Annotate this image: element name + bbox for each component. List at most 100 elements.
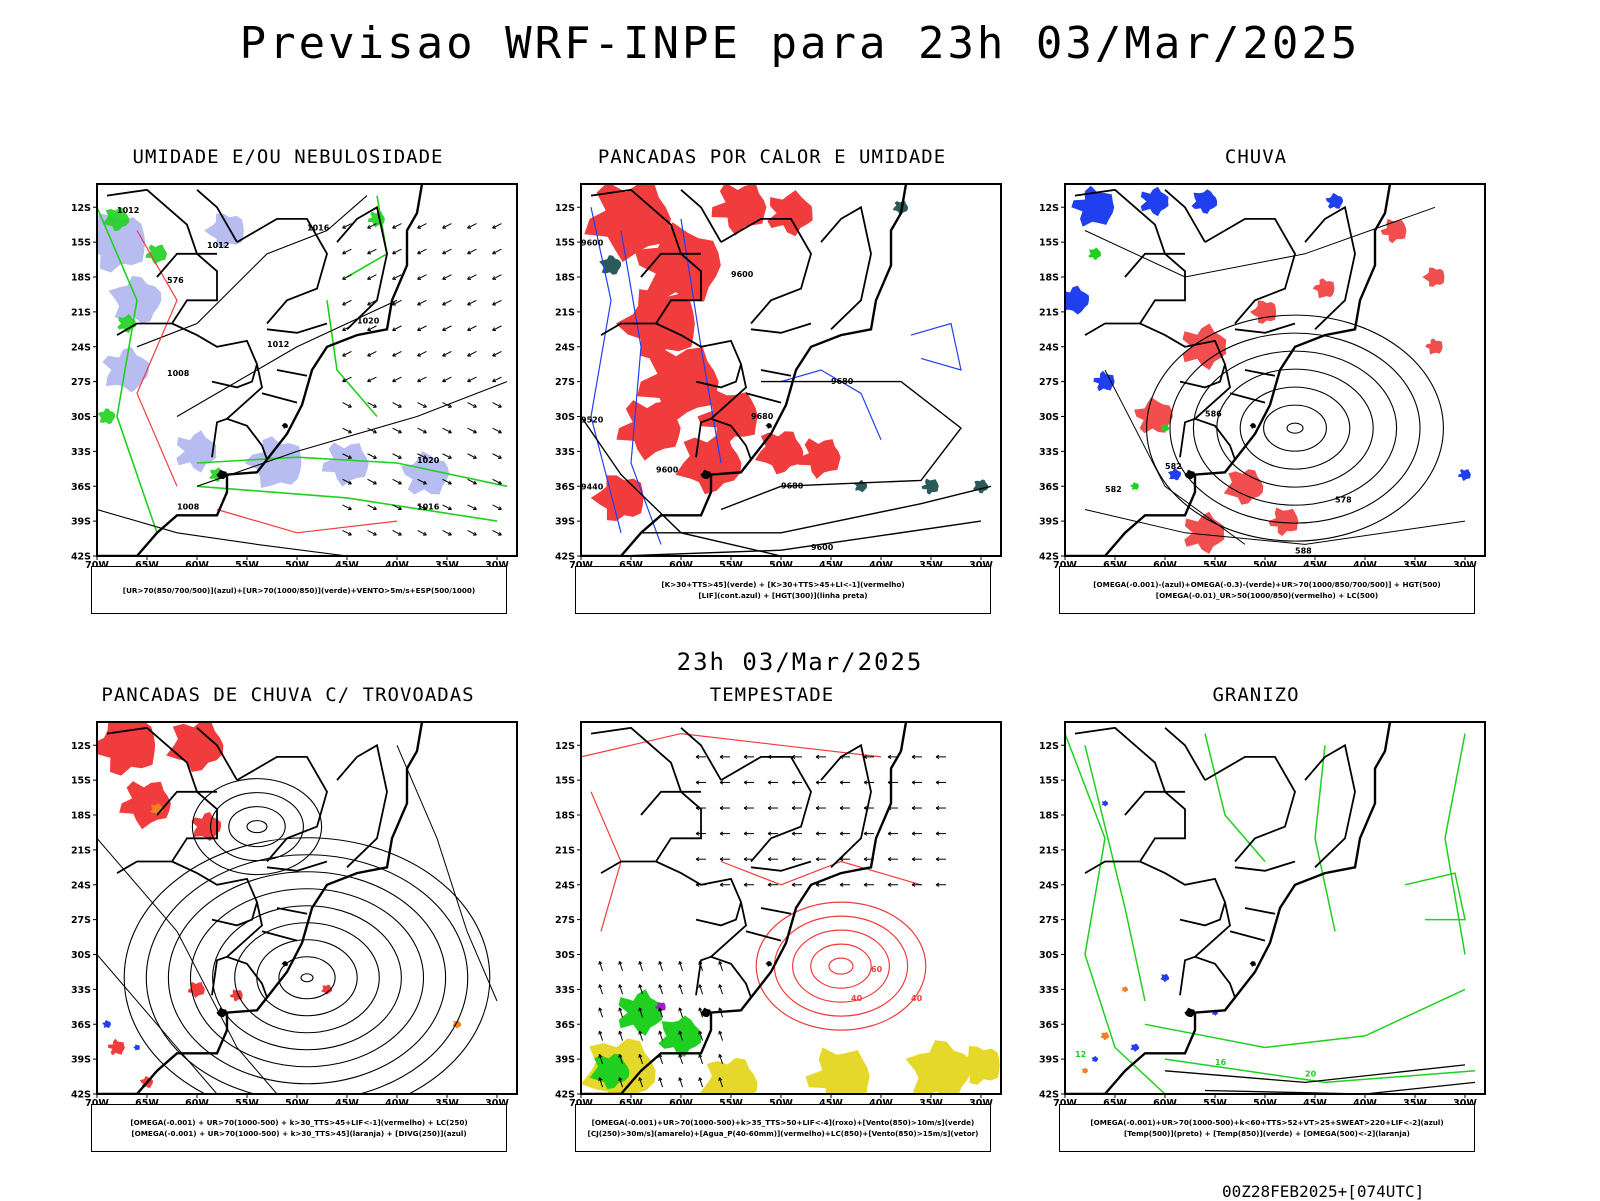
wind-vector: [367, 301, 372, 306]
lon-tick-label: 70W: [1053, 560, 1077, 571]
lat-tick-label: 15S: [71, 776, 91, 787]
lat-tick-label: 30S: [71, 412, 91, 423]
lat-tick-label: 42S: [1039, 1090, 1059, 1101]
political-border: [211, 955, 228, 996]
wind-vector: [598, 1007, 604, 1018]
map-background: [1065, 722, 1485, 1094]
lat-tick-label: 24S: [1039, 342, 1059, 353]
wind-vector: [678, 984, 683, 989]
wind-vector: [342, 376, 352, 383]
wind-vector: [392, 276, 397, 280]
wind-vector: [467, 250, 472, 255]
rain-area: [1249, 300, 1277, 324]
lon-tick-label: 45W: [819, 1098, 843, 1109]
thickness-contour: [136, 230, 178, 487]
political-border: [750, 322, 812, 334]
wind-vector: [342, 351, 352, 357]
wind-vector: [492, 274, 502, 280]
unstable-area: [584, 184, 671, 262]
thunderstorm-area: [166, 722, 224, 772]
lat-tick-label: 42S: [71, 552, 91, 563]
wind-vector: [392, 427, 402, 434]
lon-tick-label: 45W: [1303, 560, 1327, 571]
wind-vector: [815, 882, 820, 887]
lat-tick-label: 15S: [555, 776, 575, 787]
wind-vector: [718, 984, 723, 989]
map-frame: [580, 721, 1002, 1095]
contour-label: 40: [911, 994, 923, 1003]
wind-vector: [863, 857, 868, 862]
temp-850-contour: [1204, 733, 1266, 862]
political-border: [261, 930, 298, 942]
lon-tick-label: 30W: [485, 1098, 509, 1109]
wind-vector: [392, 327, 397, 332]
instability-area: [892, 201, 909, 215]
political-border: [106, 188, 218, 336]
map-frame: [1064, 183, 1486, 557]
political-border: [1193, 364, 1236, 460]
hail-area: [1091, 1056, 1098, 1063]
wind-vector: [718, 1030, 724, 1041]
wind-vector: [658, 1030, 664, 1041]
wind-vector: [658, 984, 663, 989]
panel-title: UMIDADE E/OU NEBULOSIDADE: [132, 146, 444, 168]
rain-ascent-area: [1140, 186, 1169, 217]
wind-vector: [839, 882, 844, 887]
panel-legend: [OMEGA(-0.001)+UR>70(1000-500)+k<60+TTS>…: [1059, 1104, 1475, 1152]
unstable-area: [675, 435, 742, 495]
streamline-250: [145, 854, 469, 1094]
wind-vector: [718, 1054, 723, 1058]
wind-vector: [719, 857, 724, 862]
wind-vector: [467, 478, 477, 485]
unstable-area: [798, 438, 841, 479]
wind-vector: [815, 754, 820, 759]
wind-vector: [698, 1054, 704, 1065]
wind-vector: [678, 984, 684, 995]
wind-vector: [863, 831, 868, 836]
map-panel-6: GRANIZO 12 16 20 12S 15S 18S 21S 24S 27S 30S 33S 36S…: [1021, 684, 1491, 1154]
wind-vector: [417, 427, 427, 434]
omega-500-area: [1121, 986, 1128, 993]
river-plate-estuary: [700, 1007, 711, 1018]
legend-line: [CJ(250)>30m/s](amarelo)+[Agua_P(40-60mm…: [587, 1129, 979, 1138]
lon-tick-label: 70W: [569, 1098, 593, 1109]
lon-tick-label: 60W: [185, 560, 209, 571]
streamline-250: [97, 954, 218, 1094]
wind-vector: [417, 378, 422, 383]
streamline: [1286, 422, 1304, 434]
precipitable-water-contour: [810, 943, 872, 989]
wind-vector: [767, 805, 772, 811]
wind-vector: [442, 325, 452, 331]
wind-vector: [367, 453, 377, 459]
wind-vector: [492, 376, 502, 383]
rain-area: [1182, 323, 1227, 370]
wind-vector: [447, 531, 452, 536]
instability-area: [921, 478, 939, 495]
wind-vector: [342, 453, 352, 459]
lon-tick-label: 50W: [285, 560, 309, 571]
wind-vector: [472, 506, 477, 511]
wind-vector: [719, 754, 724, 759]
wind-vector: [467, 378, 472, 383]
jet-stream-area: [955, 1045, 1000, 1085]
rain-ascent-area: [1065, 285, 1089, 315]
temp-850-contour: [1314, 745, 1336, 932]
river-plate-estuary: [216, 1007, 227, 1018]
wind-vector: [492, 248, 502, 255]
map-layers: 1012 1012 1012 1016 1020 1008 1008 1020 1016 576: [97, 184, 508, 556]
wind-vector: [347, 531, 352, 536]
jet-stream-area: [700, 1057, 758, 1094]
lat-tick-label: 39S: [1039, 517, 1059, 528]
wind-vector: [442, 376, 452, 383]
wind-vector: [342, 352, 347, 357]
political-border: [1234, 322, 1296, 334]
lat-tick-label: 12S: [71, 203, 91, 214]
wind-vector: [719, 831, 724, 836]
lon-tick-label: 30W: [1453, 560, 1477, 571]
wind-vector: [638, 1007, 643, 1012]
wind-vector: [658, 961, 663, 965]
wind-vector: [372, 531, 377, 536]
lat-tick-label: 36S: [1039, 1020, 1059, 1031]
political-border: [590, 726, 702, 874]
streamline: [1146, 314, 1444, 542]
